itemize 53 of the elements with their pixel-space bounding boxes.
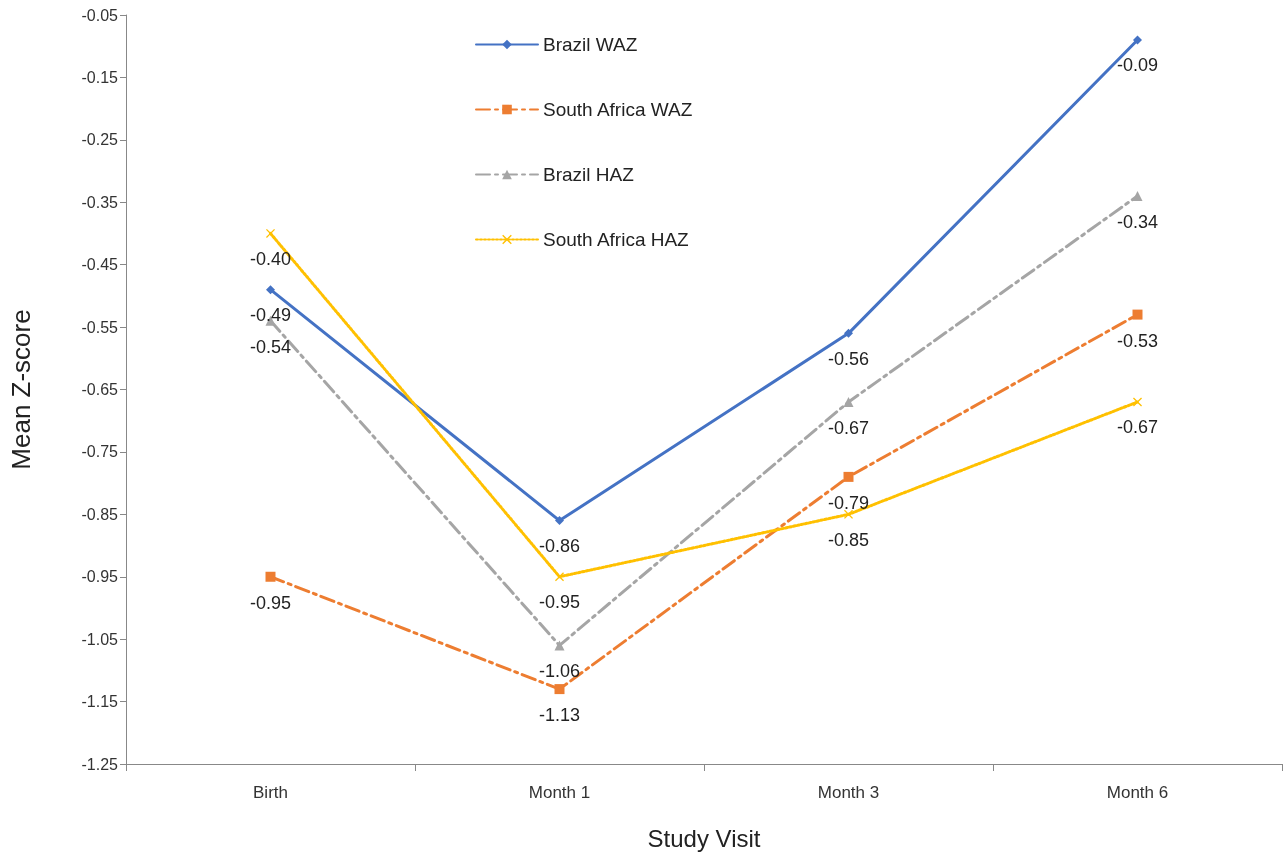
point <box>1133 397 1142 407</box>
y-tick-label: -1.05 <box>81 630 119 648</box>
data-label: -1.13 <box>538 705 581 726</box>
y-axis-title: Mean Z-score <box>6 309 36 470</box>
point <box>554 684 565 695</box>
data-label: -0.85 <box>827 529 870 550</box>
point <box>1132 309 1143 320</box>
y-tick-label: -0.65 <box>81 381 119 398</box>
point <box>265 571 276 582</box>
legend-label: Brazil HAZ <box>543 164 635 185</box>
data-label: -0.79 <box>827 492 870 513</box>
point <box>844 509 853 519</box>
x-axis-title: Study Visit <box>647 824 761 852</box>
point <box>843 396 854 407</box>
y-tick-label: -1.25 <box>81 755 119 773</box>
y-tick-label: -0.35 <box>81 193 119 211</box>
x-tick-label: Month 3 <box>817 783 880 802</box>
data-label: -0.09 <box>1116 55 1159 76</box>
y-tick-label: -0.75 <box>81 443 119 461</box>
data-label: -0.95 <box>249 592 292 613</box>
legend-label: South Africa HAZ <box>543 229 690 250</box>
y-tick-label: -1.15 <box>81 693 119 711</box>
y-tick-label: -0.55 <box>81 318 119 336</box>
y-tick-label: -0.05 <box>81 6 119 24</box>
legend-label: Brazil WAZ <box>543 34 638 55</box>
data-label: -0.95 <box>538 592 581 613</box>
point <box>1132 191 1143 202</box>
point <box>555 516 564 526</box>
point <box>1133 35 1142 45</box>
point <box>266 285 275 295</box>
y-tick-label: -0.25 <box>81 131 119 149</box>
x-tick-label: Month 6 <box>1106 783 1169 802</box>
data-label: -0.40 <box>249 248 292 269</box>
y-tick-label: -0.45 <box>81 256 119 274</box>
data-label: -0.56 <box>827 348 870 369</box>
y-tick-label: -0.85 <box>81 505 119 523</box>
data-label: -0.67 <box>827 417 870 438</box>
point <box>844 328 853 338</box>
point <box>843 471 854 482</box>
data-label: -0.86 <box>538 536 581 557</box>
y-tick-label: -0.15 <box>81 68 119 86</box>
data-label: -1.06 <box>538 661 581 682</box>
data-label: -0.34 <box>1116 212 1159 233</box>
y-tick-label: -0.95 <box>81 568 119 586</box>
data-label: -0.54 <box>249 336 292 357</box>
point <box>555 572 564 582</box>
data-label: -0.67 <box>1116 417 1159 438</box>
legend-label: South Africa WAZ <box>543 99 693 120</box>
data-label: -0.49 <box>249 305 292 326</box>
x-tick-label: Birth <box>253 783 288 802</box>
x-tick-label: Month 1 <box>528 783 591 802</box>
point <box>554 640 565 651</box>
data-label: -0.53 <box>1116 330 1159 351</box>
